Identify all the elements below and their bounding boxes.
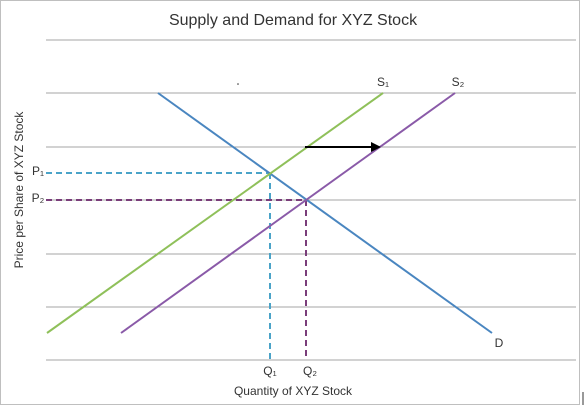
p2-label: P₂ bbox=[32, 191, 45, 205]
demand-curve bbox=[157, 92, 493, 334]
supply-1-label: S₁ bbox=[377, 75, 389, 89]
supply-2-label: S₂ bbox=[452, 75, 465, 89]
supply-2-curve bbox=[120, 92, 456, 334]
y-axis-label: Price per Share of XYZ Stock bbox=[12, 111, 26, 269]
q1-label: Q₁ bbox=[263, 364, 276, 378]
dot bbox=[237, 83, 239, 85]
supply-1-curve bbox=[46, 92, 384, 334]
x-axis-label: Quantity of XYZ Stock bbox=[234, 384, 353, 398]
shift-arrow-head bbox=[371, 142, 381, 152]
p1-label: P₁ bbox=[32, 164, 44, 178]
demand-label: D bbox=[495, 336, 504, 350]
title: Supply and Demand for XYZ Stock bbox=[169, 12, 418, 29]
q2-label: Q₂ bbox=[303, 364, 317, 378]
